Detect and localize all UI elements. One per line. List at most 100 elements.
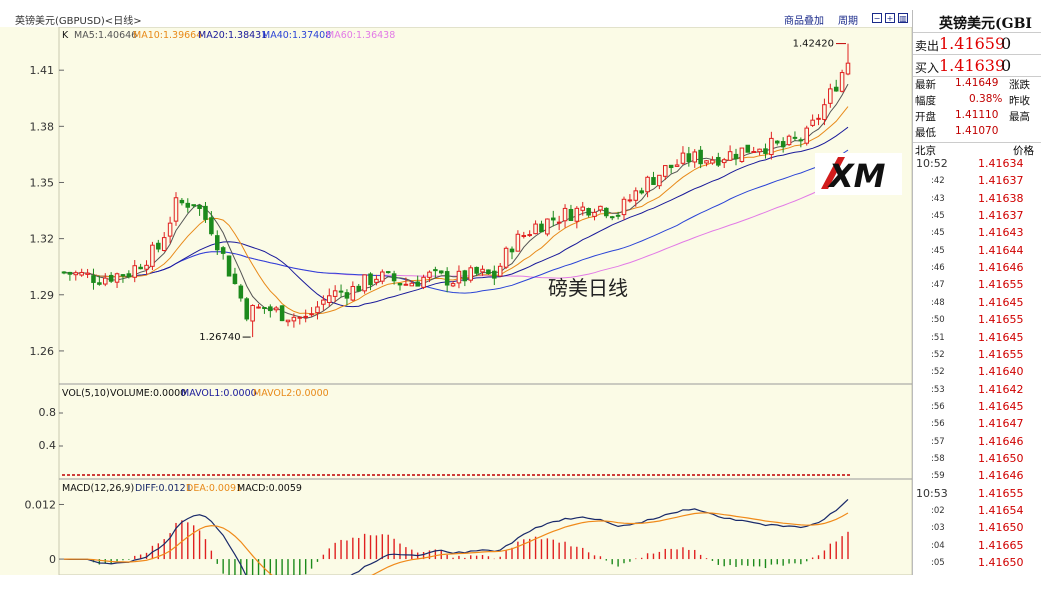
candle-body xyxy=(150,244,155,267)
candle-body xyxy=(609,216,615,219)
candle-body xyxy=(822,104,827,120)
stat-row: 最低 1.41070 xyxy=(915,125,999,139)
zoom-in-icon[interactable]: + xyxy=(885,13,895,23)
candle-body xyxy=(716,156,721,166)
candle-body xyxy=(161,237,167,251)
buy-vol: 0 xyxy=(1001,56,1012,75)
candle-body xyxy=(556,221,562,224)
dea-value: DEA:0.0091 xyxy=(186,483,242,494)
watermark-text: 磅美日线 xyxy=(548,276,628,300)
diff-value: DIFF:0.0121 xyxy=(135,483,192,494)
panel-title: 英镑美元(GBI xyxy=(939,16,1032,32)
tick-time: :53 xyxy=(931,384,945,395)
tick-row: :03 1.41650 xyxy=(913,521,1041,539)
candle-body xyxy=(427,271,432,278)
ticks-header: 北京 价格 xyxy=(913,142,1041,157)
candle-body xyxy=(362,274,367,292)
macd-value: MACD:0.0059 xyxy=(237,483,302,494)
tick-price: 1.41646 xyxy=(978,261,1024,275)
candle-body xyxy=(214,235,220,251)
price-ytick: 1.26 xyxy=(30,345,55,358)
price-ytick: 1.41 xyxy=(30,64,55,77)
add-symbol-link[interactable]: 商品叠加 xyxy=(784,16,824,27)
candle-body xyxy=(138,266,143,270)
price-ytick: 1.38 xyxy=(30,120,55,133)
candle-body xyxy=(497,265,503,277)
col-time: 北京 xyxy=(915,145,936,157)
candle-body xyxy=(156,242,161,250)
tick-price: 1.41650 xyxy=(978,451,1024,465)
tick-row: :58 1.41650 xyxy=(913,452,1041,470)
candle-body xyxy=(698,149,703,165)
candle-body xyxy=(721,159,727,164)
tick-row: :56 1.41647 xyxy=(913,417,1041,435)
candle-body xyxy=(326,295,332,303)
candle-body xyxy=(733,153,739,160)
candle-body xyxy=(639,190,644,194)
volume-value: VOLUME:0.0000 xyxy=(110,388,186,399)
candle-body xyxy=(492,270,497,279)
candle-body xyxy=(710,159,715,164)
candle-body xyxy=(810,119,815,126)
zoom-out-icon[interactable]: − xyxy=(872,13,882,23)
buy-row[interactable]: 买入 1.41639 0 xyxy=(913,54,1041,77)
tick-row: 10:53 1.41655 xyxy=(913,487,1041,505)
candle-body xyxy=(285,319,291,323)
candle-body xyxy=(521,235,527,238)
tick-price: 1.41655 xyxy=(978,278,1024,292)
ma20-label: MA20:1.38431 xyxy=(198,30,267,41)
vol-label: VOL(5,10) xyxy=(62,388,110,399)
period-link[interactable]: 周期 xyxy=(838,16,858,27)
sell-vol: 0 xyxy=(1001,34,1012,53)
candle-body xyxy=(486,269,491,275)
tick-row: :57 1.41646 xyxy=(913,435,1041,453)
candle-body xyxy=(839,72,845,92)
candle-body xyxy=(539,223,544,233)
candle-body xyxy=(409,282,415,287)
tick-price: 1.41645 xyxy=(978,399,1024,413)
candle-body xyxy=(368,273,373,286)
tick-time: :56 xyxy=(931,401,945,412)
macd-label: MACD(12,26,9) xyxy=(62,483,134,494)
candle-body xyxy=(415,281,420,287)
mavol1-value: MAVOL1:0.0000 xyxy=(181,388,257,399)
ma20-line xyxy=(63,126,849,308)
tick-time: :52 xyxy=(931,349,945,360)
tick-time: :48 xyxy=(931,297,945,308)
tick-row: :42 1.41637 xyxy=(913,174,1041,192)
stat-row: 幅度 0.38% 昨收 xyxy=(915,93,1030,107)
candle-body xyxy=(67,271,73,275)
candle-body xyxy=(85,272,90,275)
candle-body xyxy=(209,217,214,235)
chart-area[interactable]: K MA5:1.40646 MA10:1.39664 MA20:1.38431 … xyxy=(0,27,912,575)
candle-body xyxy=(680,152,686,164)
high-annotation: 1.42420 xyxy=(793,39,834,50)
tick-price: 1.41637 xyxy=(978,174,1024,188)
tick-time: :43 xyxy=(931,193,945,204)
layout-icon[interactable]: ▥ xyxy=(898,13,908,23)
candle-body xyxy=(403,283,409,286)
chart-header: 英镑美元(GBPUSD)<日线> 商品叠加 周期 − + ▥ xyxy=(0,10,912,27)
tick-time: :58 xyxy=(931,453,945,464)
candle-body xyxy=(645,176,650,193)
candle-body xyxy=(73,272,79,276)
candle-body xyxy=(462,270,468,282)
tick-price: 1.41655 xyxy=(978,347,1024,361)
candle-body xyxy=(309,313,314,316)
tick-time: :42 xyxy=(931,176,945,187)
tick-row: :04 1.41665 xyxy=(913,539,1041,557)
candle-body xyxy=(627,199,633,202)
tick-row: :05 1.41650 xyxy=(913,556,1041,574)
candle-body xyxy=(503,247,509,268)
candle-body xyxy=(97,282,102,285)
tick-time: :03 xyxy=(931,523,945,534)
tick-time: 10:53 xyxy=(916,486,948,500)
candle-body xyxy=(144,264,149,270)
tick-time: :45 xyxy=(931,228,945,239)
tick-price: 1.41654 xyxy=(978,504,1024,517)
candle-body xyxy=(845,62,851,75)
tick-row: :45 1.41637 xyxy=(913,209,1041,227)
tick-price: 1.41637 xyxy=(978,209,1024,223)
sell-row[interactable]: 卖出 1.41659 0 xyxy=(913,32,1041,55)
ma60-label: MA60:1.36438 xyxy=(326,30,395,41)
